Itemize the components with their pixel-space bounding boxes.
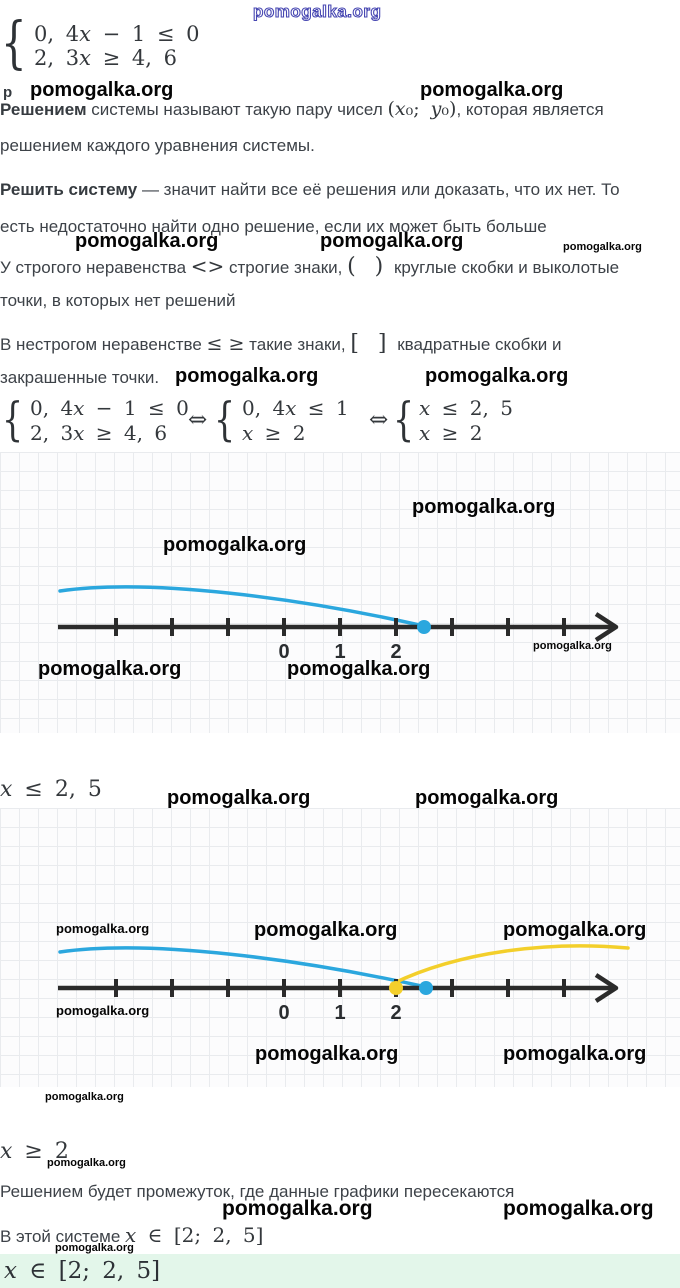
- tick-label-1: 1: [334, 1002, 346, 1024]
- result-line: В этой системе x ∈ [2; 2, 5]: [0, 1223, 263, 1247]
- watermark: pomogalka.org: [167, 787, 311, 809]
- watermark: pomogalka.org: [55, 1242, 134, 1254]
- math-pair: (x₀; y₀): [387, 98, 457, 120]
- yellow-curve: [390, 944, 630, 986]
- system-line: x ≥ 2: [419, 421, 483, 445]
- watermark: pomogalka.org: [45, 1091, 124, 1103]
- tick-label-2: 2: [390, 641, 402, 663]
- watermark: pomogalka.org: [38, 658, 182, 680]
- watermark: pomogalka.org: [320, 230, 464, 252]
- paragraph-definition-line1: Решением системы называют такую пару чис…: [0, 98, 604, 120]
- system-line: 2, 3x ≥ 4, 6: [34, 46, 177, 70]
- equivalence-arrow: ⇔: [188, 407, 208, 433]
- tick-label-0: 0: [278, 1002, 290, 1024]
- watermark: pomogalka.org: [254, 919, 398, 941]
- text: такие знаки,: [244, 335, 351, 354]
- paragraph-nonstrict-line1: В нестрогом неравенстве ≤ ≥ такие знаки,…: [0, 331, 561, 356]
- arrowhead-icon: [594, 973, 619, 1003]
- tick-marks: [114, 618, 566, 636]
- watermark: pomogalka.org: [56, 921, 150, 936]
- yellow-point: [389, 981, 403, 995]
- watermark: pomogalka.org: [252, 1, 382, 21]
- conclusion-text: Решением будет промежуток, где данные гр…: [0, 1182, 515, 1201]
- text: — значит найти все её решения или доказа…: [137, 180, 620, 199]
- system-line: x ≤ 2, 5: [419, 396, 513, 420]
- tick-label-0: 0: [278, 641, 290, 663]
- tick-label-2: 2: [390, 1002, 402, 1024]
- paragraph-strict-line1: У строгого неравенства <> строгие знаки,…: [0, 254, 619, 279]
- angle-signs: <>: [190, 254, 225, 278]
- blue-curve: [58, 585, 426, 628]
- paragraph-nonstrict-line2: закрашенные точки.: [0, 368, 160, 387]
- watermark: pomogalka.org: [75, 230, 219, 252]
- watermark: pomogalka.org: [163, 534, 307, 556]
- watermark: pomogalka.org: [563, 241, 642, 253]
- system-brace: {: [1, 11, 27, 76]
- system-line: 0, 4x − 1 ≤ 0: [30, 396, 189, 420]
- watermark: pomogalka.org: [412, 496, 556, 518]
- number-line-2: [58, 944, 630, 1003]
- watermark: pomogalka.org: [47, 1157, 126, 1169]
- watermark: pomogalka.org: [420, 79, 564, 101]
- square-brackets: [ ]: [350, 331, 393, 356]
- watermark: pomogalka.org: [30, 79, 174, 101]
- system-line: 0, 4x ≤ 1: [242, 396, 349, 420]
- lte-gte-signs: ≤ ≥: [206, 333, 245, 355]
- watermark: pomogalka.org: [533, 640, 612, 652]
- watermark: pomogalka.org: [503, 1043, 647, 1065]
- blue-point: [417, 620, 431, 634]
- paragraph-strict-line2: точки, в которых нет решений: [0, 291, 236, 310]
- text: , которая является: [456, 100, 604, 119]
- system-line: x ≥ 2: [242, 421, 306, 445]
- number-line-1: [58, 585, 619, 642]
- watermark: pomogalka.org: [175, 365, 319, 387]
- result-math: x ∈ [2; 2, 5]: [125, 1223, 264, 1247]
- paragraph-solve-line2: есть недостаточно найти одно решение, ес…: [0, 217, 547, 236]
- round-brackets: ( ): [347, 254, 390, 279]
- watermark: pomogalka.org: [255, 1043, 399, 1065]
- tick-label-1: 1: [334, 641, 346, 663]
- paragraph-definition-line2: решением каждого уравнения системы.: [0, 136, 315, 155]
- paragraph-solve-line1: Решить систему — значит найти все её реш…: [0, 180, 620, 200]
- arrowhead-icon: [594, 612, 619, 642]
- watermark: pomogalka.org: [425, 365, 569, 387]
- watermark: pomogalka.org: [287, 658, 431, 680]
- text: В нестрогом неравенстве: [0, 335, 207, 354]
- watermark: pomogalka.org: [503, 1197, 654, 1220]
- text: квадратные скобки и: [392, 335, 562, 354]
- bold-term: Решением: [0, 100, 87, 119]
- system-brace: {: [2, 392, 24, 446]
- text: круглые скобки и выколотые: [389, 258, 620, 277]
- blue-point: [419, 981, 433, 995]
- graph-area-1: [0, 452, 680, 733]
- answer-math: x ∈ [2; 2, 5]: [4, 1258, 161, 1284]
- watermark: pomogalka.org: [503, 919, 647, 941]
- system-brace: {: [214, 392, 236, 446]
- watermark: pomogalka.org: [222, 1197, 373, 1220]
- text: В этой системе: [0, 1227, 126, 1246]
- system-brace: {: [393, 392, 415, 446]
- bold-term: Решить систему: [0, 180, 138, 199]
- watermark: pomogalka.org: [56, 1003, 150, 1018]
- blue-curve: [58, 946, 428, 989]
- stray-letter: р: [3, 84, 13, 101]
- inequality-1: x ≤ 2, 5: [0, 777, 102, 802]
- watermark: pomogalka.org: [415, 787, 559, 809]
- system-line: 2, 3x ≥ 4, 6: [30, 421, 168, 445]
- text: строгие знаки,: [224, 258, 348, 277]
- equivalence-arrow: ⇔: [369, 407, 389, 433]
- text: системы называют такую пару чисел: [86, 100, 388, 119]
- system-line: 0, 4x − 1 ≤ 0: [34, 22, 200, 46]
- answer-band: x ∈ [2; 2, 5]: [0, 1254, 680, 1288]
- text: У строгого неравенства: [0, 258, 191, 277]
- inequality-2: x ≥ 2: [0, 1139, 69, 1164]
